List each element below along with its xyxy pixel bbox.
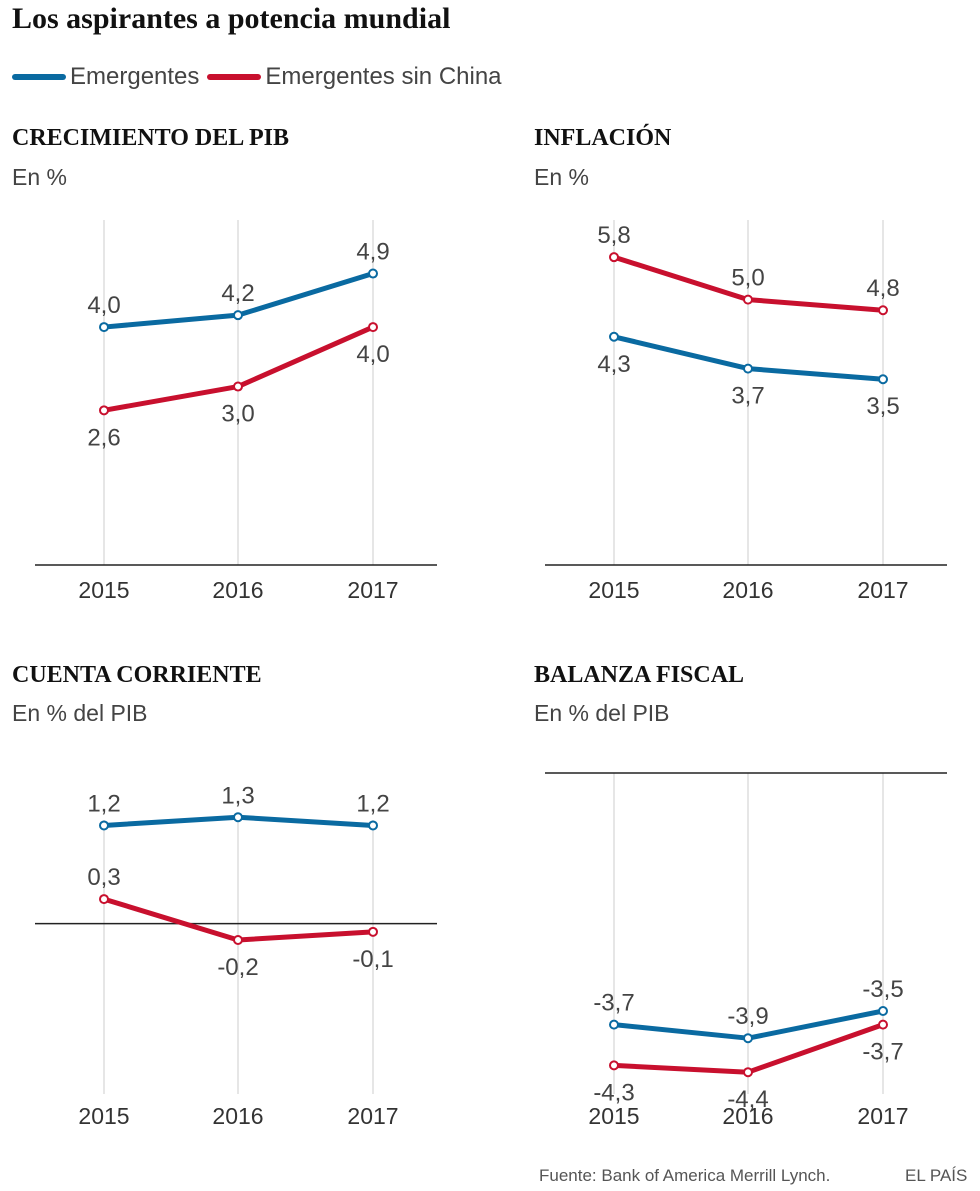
data-label-emergentes-sin-china-2015: 2,6 bbox=[87, 424, 120, 451]
data-point-emergentes-2017 bbox=[368, 268, 378, 279]
x-tick-label-2017: 2017 bbox=[857, 577, 908, 603]
footer-brand: EL PAÍS bbox=[905, 1166, 968, 1185]
x-tick-label-2016: 2016 bbox=[212, 1103, 263, 1129]
data-label-emergentes-sin-china-2016: 5,0 bbox=[731, 265, 764, 292]
chart-balanza-fiscal: 2015 2016 2017 -3,7 -3,9 -3,5 -4,3 -4,4 -3,7 bbox=[545, 772, 947, 1129]
data-label-emergentes-sin-china-2015: -4,3 bbox=[593, 1079, 634, 1106]
x-tick-label-2017: 2017 bbox=[857, 1103, 908, 1129]
data-label-emergentes-sin-china-2016: 3,0 bbox=[221, 401, 254, 428]
data-point-emergentes-sin-china-2017 bbox=[878, 1019, 888, 1030]
data-label-emergentes-2016: 3,7 bbox=[731, 383, 764, 410]
data-label-emergentes-2017: 3,5 bbox=[866, 393, 899, 420]
x-tick-label-2015: 2015 bbox=[588, 1103, 639, 1129]
data-point-emergentes-2017 bbox=[878, 1006, 888, 1016]
data-label-emergentes-2016: 1,3 bbox=[221, 782, 254, 809]
panel-subtitle-balanza-fiscal: En % del PIB bbox=[534, 700, 670, 726]
chart-cuenta-corriente: 2015 2016 2017 1,2 1,3 1,2 0,3 -0,2 -0,1 bbox=[35, 782, 437, 1129]
data-label-emergentes-sin-china-2015: 0,3 bbox=[87, 864, 120, 891]
data-point-emergentes-sin-china-2016 bbox=[233, 381, 243, 392]
panel-title-inflacion: INFLACIÓN bbox=[534, 125, 672, 151]
data-label-emergentes-sin-china-2016: -4,4 bbox=[727, 1086, 768, 1113]
legend-label-emergentes-sin-china: Emergentes sin China bbox=[265, 63, 502, 90]
data-label-emergentes-2017: 4,9 bbox=[356, 239, 389, 266]
data-point-emergentes-sin-china-2017 bbox=[878, 305, 888, 316]
legend: Emergentes Emergentes sin China bbox=[12, 62, 510, 92]
x-tick-label-2017: 2017 bbox=[347, 577, 398, 603]
data-point-emergentes-2015 bbox=[99, 820, 109, 831]
legend-item-emergentes: Emergentes bbox=[12, 63, 199, 91]
x-tick-label-2016: 2016 bbox=[722, 577, 773, 603]
data-label-emergentes-2016: 4,2 bbox=[221, 280, 254, 307]
legend-label-emergentes: Emergentes bbox=[70, 63, 200, 90]
data-label-emergentes-sin-china-2017: 4,8 bbox=[866, 275, 899, 302]
data-point-emergentes-2015 bbox=[609, 1019, 619, 1030]
data-point-emergentes-sin-china-2016 bbox=[743, 1067, 753, 1078]
x-tick-label-2015: 2015 bbox=[78, 577, 129, 603]
data-point-emergentes-2016 bbox=[233, 310, 243, 321]
data-label-emergentes-2015: 4,3 bbox=[597, 351, 630, 378]
data-point-emergentes-sin-china-2016 bbox=[233, 935, 243, 945]
data-label-emergentes-2015: 4,0 bbox=[87, 292, 120, 319]
legend-swatch-emergentes-sin-china bbox=[207, 74, 262, 80]
x-tick-label-2015: 2015 bbox=[588, 577, 639, 603]
data-point-emergentes-sin-china-2015 bbox=[609, 252, 619, 263]
data-point-emergentes-2016 bbox=[233, 812, 243, 823]
data-label-emergentes-sin-china-2017: -0,1 bbox=[352, 946, 393, 973]
panel-title-balanza-fiscal: BALANZA FISCAL bbox=[534, 662, 745, 688]
data-point-emergentes-2017 bbox=[368, 820, 378, 831]
chart-crecimiento-pib: 2015 2016 2017 4,0 4,2 4,9 2,6 3,0 4,0 bbox=[35, 220, 437, 603]
data-label-emergentes-sin-china-2016: -0,2 bbox=[217, 954, 258, 981]
data-label-emergentes-2017: -3,5 bbox=[862, 976, 903, 1003]
data-label-emergentes-2017: 1,2 bbox=[356, 790, 389, 817]
legend-swatch-emergentes bbox=[12, 74, 66, 80]
data-point-emergentes-sin-china-2017 bbox=[368, 926, 378, 937]
panel-subtitle-crecimiento: En % bbox=[12, 164, 67, 190]
data-point-emergentes-2016 bbox=[743, 1033, 753, 1044]
x-tick-label-2016: 2016 bbox=[212, 577, 263, 603]
footer-source: Fuente: Bank of America Merrill Lynch. bbox=[539, 1166, 831, 1185]
data-point-emergentes-2015 bbox=[609, 331, 619, 342]
data-point-emergentes-sin-china-2015 bbox=[609, 1060, 619, 1071]
data-point-emergentes-sin-china-2015 bbox=[99, 405, 109, 416]
data-label-emergentes-sin-china-2017: 4,0 bbox=[356, 341, 389, 368]
data-point-emergentes-2016 bbox=[743, 363, 753, 374]
data-label-emergentes-2015: -3,7 bbox=[593, 990, 634, 1017]
x-tick-label-2015: 2015 bbox=[78, 1103, 129, 1129]
data-point-emergentes-2015 bbox=[99, 322, 109, 333]
data-label-emergentes-2016: -3,9 bbox=[727, 1003, 768, 1030]
data-label-emergentes-sin-china-2015: 5,8 bbox=[597, 222, 630, 249]
data-point-emergentes-sin-china-2016 bbox=[743, 294, 753, 305]
x-tick-label-2016: 2016 bbox=[722, 1103, 773, 1129]
legend-item-emergentes-sin-china: Emergentes sin China bbox=[207, 63, 502, 91]
data-label-emergentes-sin-china-2017: -3,7 bbox=[862, 1039, 903, 1066]
chart-inflacion: 2015 2016 2017 4,3 3,7 3,5 5,8 5,0 4,8 bbox=[545, 220, 947, 603]
panel-subtitle-cuenta-corriente: En % del PIB bbox=[12, 700, 148, 726]
data-point-emergentes-sin-china-2015 bbox=[99, 894, 109, 905]
panel-title-cuenta-corriente: CUENTA CORRIENTE bbox=[12, 662, 262, 688]
chart-title: Los aspirantes a potencia mundial bbox=[12, 2, 451, 35]
panel-subtitle-inflacion: En % bbox=[534, 164, 589, 190]
data-label-emergentes-2015: 1,2 bbox=[87, 790, 120, 817]
data-point-emergentes-sin-china-2017 bbox=[368, 322, 378, 333]
data-point-emergentes-2017 bbox=[878, 374, 888, 385]
x-tick-label-2017: 2017 bbox=[347, 1103, 398, 1129]
panel-title-crecimiento: CRECIMIENTO DEL PIB bbox=[12, 125, 289, 151]
